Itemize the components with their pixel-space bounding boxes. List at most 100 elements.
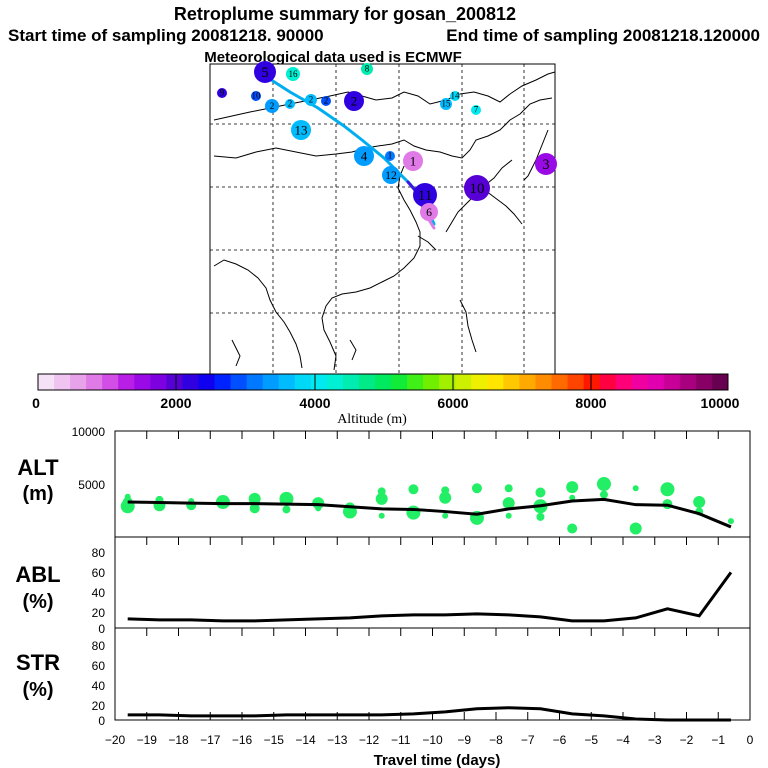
colorbar-tick-8000: 8000	[575, 395, 606, 411]
str-unit: (%)	[22, 679, 53, 701]
plume-point-label: 8	[365, 64, 370, 74]
plume-point-label: 6	[426, 206, 432, 219]
plume-point-marker	[403, 151, 423, 171]
plume-point-label: 1	[410, 154, 417, 169]
colorbar-cell	[567, 374, 585, 390]
alt-scatter-point	[566, 481, 579, 494]
x-tick-label: −5	[584, 733, 598, 747]
plume-point-marker	[420, 203, 438, 221]
colorbar-cell	[214, 374, 232, 390]
str-line	[127, 706, 731, 722]
abl-ytick-60: 60	[92, 566, 106, 580]
plume-point-marker	[413, 183, 437, 207]
colorbar-cell	[407, 374, 424, 390]
plume-point-marker	[344, 91, 364, 111]
alt-scatter-point	[596, 477, 611, 491]
x-tick-label: 0	[747, 733, 754, 747]
str-frame	[114, 627, 751, 721]
alt-scatter-point	[693, 496, 706, 509]
colorbar-tick-2000: 2000	[160, 395, 191, 411]
plume-point-label: 3	[542, 157, 549, 173]
colorbar-cell	[182, 374, 199, 390]
alt-scatter-point	[536, 512, 545, 521]
alt-mean-line	[127, 497, 732, 529]
colorbar-cell	[358, 374, 376, 390]
x-tick-label: −18	[168, 733, 189, 747]
colorbar-cell	[262, 374, 280, 390]
colorbar-cell	[38, 374, 55, 390]
str-ytick-20: 20	[92, 699, 106, 713]
plume-point-marker	[535, 153, 557, 175]
colorbar-cell	[374, 374, 392, 390]
colorbar-cell	[583, 374, 601, 390]
plume-point-marker	[217, 88, 227, 98]
plume-point-label: 11	[418, 188, 432, 204]
colorbar-tick-6000: 6000	[437, 395, 468, 411]
alt-scatter-point	[471, 483, 482, 494]
x-tick-label: −4	[616, 733, 630, 747]
start-time-text: Start time of sampling 20081218. 90000	[8, 26, 324, 45]
colorbar-cell	[631, 374, 649, 390]
colorbar-cell	[326, 374, 344, 390]
colorbar-cell	[679, 374, 697, 390]
colorbar-cell	[711, 374, 729, 390]
colorbar-cell	[455, 374, 472, 390]
x-tick-label: −1	[711, 733, 725, 747]
x-tick-label: −14	[295, 733, 316, 747]
abl-ytick-20: 20	[92, 606, 106, 620]
alt-scatter-point	[406, 505, 421, 520]
plume-point-label: 2	[288, 98, 293, 108]
met-data-text: Meteorological data used is ECMWF	[204, 49, 462, 66]
plume-point-marker	[251, 91, 261, 101]
abl-ytick-0: 0	[98, 622, 105, 636]
plume-point-label: 2	[270, 101, 275, 111]
plume-point-marker	[450, 91, 460, 101]
colorbar-cell	[551, 374, 569, 390]
plume-point-label: 4	[361, 149, 368, 164]
x-axis-ticks: −20 −19 −18 −17 −16 −15 −14 −13 −12 −11 −10 −9 −8 −7−…	[105, 431, 754, 747]
plume-point-label: 9	[220, 87, 225, 97]
plume-point-marker	[440, 98, 452, 110]
plume-point-marker	[464, 175, 490, 201]
colorbar-cell	[294, 374, 312, 390]
plume-point-label: 7	[474, 104, 479, 114]
colorbar-cell	[519, 374, 536, 390]
colorbar-cell	[118, 374, 135, 390]
colorbar-cell	[439, 374, 456, 390]
colorbar-cell	[70, 374, 87, 390]
alt-scatter-point	[249, 503, 260, 514]
plume-point-label: 10	[252, 90, 262, 100]
plume-point-marker	[305, 94, 317, 106]
plume-point-marker	[285, 99, 295, 109]
alt-scatter-point	[632, 485, 639, 492]
abl-line	[127, 571, 733, 623]
colorbar-cell	[615, 374, 633, 390]
alt-frame	[114, 430, 751, 538]
str-panel: STR (%) 80 60 40 20 0	[16, 627, 751, 728]
abl-ytick-40: 40	[92, 586, 106, 600]
alt-scatter-point	[505, 512, 512, 519]
colorbar-cell	[471, 374, 488, 390]
x-tick-label: −9	[457, 733, 471, 747]
x-tick-label: −11	[391, 733, 411, 747]
alt-panel: ALT (m) 10000 5000	[17, 425, 751, 538]
x-tick-label: −6	[553, 733, 567, 747]
plume-point-marker	[265, 99, 279, 113]
x-tick-label: −19	[137, 733, 158, 747]
alt-scatter	[120, 477, 734, 535]
plume-point-marker	[254, 61, 276, 83]
plume-point-marker	[361, 63, 373, 75]
colorbar-cell	[599, 374, 617, 390]
colorbar-cell	[102, 374, 119, 390]
plume-point-label: 12	[385, 169, 397, 182]
alt-scatter-point	[248, 492, 261, 505]
plume-point-marker	[471, 105, 481, 115]
colorbar-cell	[54, 374, 71, 390]
map-graticule	[210, 64, 555, 374]
figure-title: Retroplume summary for gosan_200812	[174, 4, 516, 24]
colorbar-tick-0: 0	[32, 395, 40, 411]
alt-scatter-point	[599, 490, 608, 499]
altitude-colorbar: 0 2000 4000 6000 8000 10000 Altitude (m)	[32, 373, 740, 427]
end-time-text: End time of sampling 20081218.120000	[446, 26, 760, 45]
